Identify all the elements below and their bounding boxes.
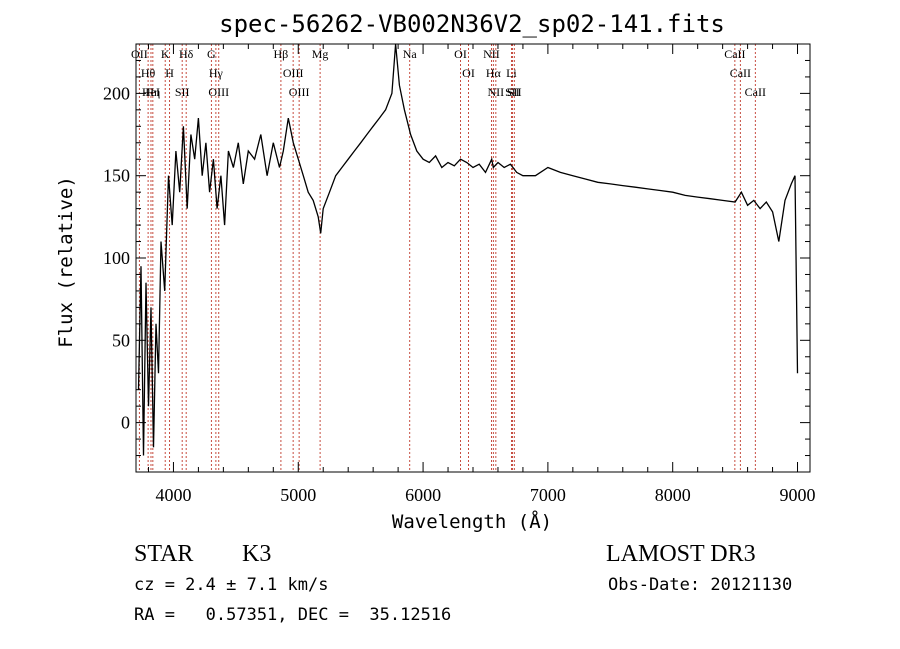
y-tick-label: 200 xyxy=(103,83,130,103)
line-label: OIII xyxy=(208,85,229,99)
x-tick-label: 8000 xyxy=(655,485,691,505)
y-tick-label: 100 xyxy=(103,248,130,268)
x-axis-label: Wavelength (Å) xyxy=(392,510,552,533)
object-class: STAR xyxy=(134,541,193,567)
line-label: CaII xyxy=(724,47,745,61)
line-label: NII xyxy=(488,85,505,99)
line-label: SII xyxy=(505,85,520,99)
line-label: SII xyxy=(175,85,190,99)
y-axis-label: Flux (relative) xyxy=(55,176,77,348)
line-label: OI xyxy=(462,66,475,80)
x-axis-ticks: 4000 5000 6000 7000 8000 9000 xyxy=(147,44,816,505)
object-subclass: K3 xyxy=(242,541,271,567)
line-label: G xyxy=(207,47,216,61)
spectral-line-markers xyxy=(138,44,756,472)
x-tick-label: 6000 xyxy=(405,485,441,505)
line-label: Hα xyxy=(486,66,502,80)
line-label: Mg xyxy=(312,47,329,61)
line-label: H xyxy=(165,66,174,80)
flux-series-line xyxy=(137,43,799,456)
sky-coordinates: RA = 0.57351, DEC = 35.12516 xyxy=(134,605,451,625)
line-label: Hβ xyxy=(274,47,289,61)
y-tick-label: 50 xyxy=(112,330,130,350)
survey-name: LAMOST DR3 xyxy=(606,541,756,567)
line-label: Hη xyxy=(145,85,160,99)
line-label: OI xyxy=(454,47,467,61)
x-tick-label: 4000 xyxy=(155,485,191,505)
x-tick-label: 5000 xyxy=(280,485,316,505)
y-axis-ticks: 0 50 100 150 200 xyxy=(103,43,810,473)
line-label: Na xyxy=(403,47,418,61)
line-label: Hδ xyxy=(179,47,194,61)
chart-title: spec-56262-VB002N36V2_sp02-141.fits xyxy=(219,10,725,38)
plot-frame xyxy=(135,43,811,473)
line-label: Li xyxy=(506,66,517,80)
line-label: NII xyxy=(483,47,500,61)
line-label: HeI xyxy=(142,85,160,99)
line-label: K xyxy=(161,47,170,61)
redshift-velocity: cz = 2.4 ± 7.1 km/s xyxy=(134,575,328,595)
y-tick-label: 0 xyxy=(121,413,130,433)
x-tick-label: 7000 xyxy=(530,485,566,505)
line-label: CaII xyxy=(745,85,766,99)
x-tick-label: 9000 xyxy=(780,485,816,505)
line-label: OIII xyxy=(283,66,304,80)
y-tick-label: 150 xyxy=(103,166,130,186)
line-label: Hγ xyxy=(209,66,224,80)
line-label: OIII xyxy=(289,85,310,99)
observation-date: Obs-Date: 20121130 xyxy=(608,575,792,595)
line-label: SII xyxy=(507,85,522,99)
line-label: Hθ xyxy=(141,66,156,80)
line-label: OII xyxy=(131,47,148,61)
line-label: CaII xyxy=(730,66,751,80)
